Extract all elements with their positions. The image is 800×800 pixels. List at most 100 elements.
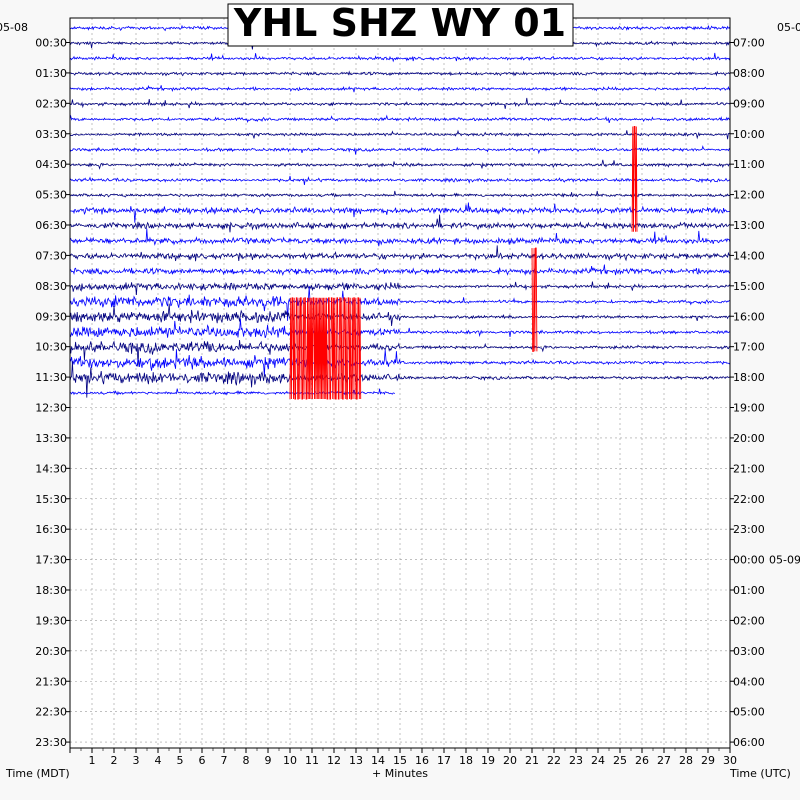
seismic-trace bbox=[69, 145, 731, 155]
right-tick-label: 06:00 bbox=[733, 736, 765, 749]
left-tick-label: 00:30 bbox=[35, 37, 67, 50]
x-tick-label: 17 bbox=[437, 754, 451, 767]
seismic-trace bbox=[69, 129, 731, 140]
right-date-label-mid: 05-09 bbox=[769, 554, 800, 567]
x-tick-label: 22 bbox=[547, 754, 561, 767]
x-axis-ticks: 1 2 3 4 5 6 7 8 9 10 11 12 13 14 15 16 17 18 19 20 21 22 23 24 2… bbox=[69, 748, 737, 767]
left-tick-label: 15:30 bbox=[35, 493, 67, 506]
seismic-trace bbox=[69, 84, 731, 93]
clipped-signal bbox=[289, 297, 362, 400]
right-tick-label: 15:00 bbox=[733, 280, 765, 293]
seismic-trace bbox=[69, 52, 731, 63]
seismic-trace bbox=[69, 97, 731, 109]
x-tick-label: 14 bbox=[371, 754, 385, 767]
seismic-trace bbox=[69, 318, 731, 339]
seismic-trace bbox=[69, 361, 731, 398]
left-tick-label: 01:30 bbox=[35, 67, 67, 80]
clipped-signal bbox=[531, 247, 538, 352]
x-tick-label: 26 bbox=[635, 754, 649, 767]
right-tick-label: 00:00 bbox=[733, 554, 765, 567]
x-tick-label: 10 bbox=[283, 754, 297, 767]
x-tick-label: 30 bbox=[723, 754, 737, 767]
left-axis-ticks: 00:30 01:30 02:30 03:30 04:30 05:30 06:30 07:30… bbox=[35, 37, 70, 749]
left-tick-label: 18:30 bbox=[35, 584, 67, 597]
x-tick-label: 20 bbox=[503, 754, 517, 767]
right-tick-label: 09:00 bbox=[733, 97, 765, 110]
seismic-trace bbox=[69, 281, 731, 296]
seismic-trace bbox=[69, 245, 731, 262]
left-tick-label: 22:30 bbox=[35, 706, 67, 719]
right-tick-label: 01:00 bbox=[733, 584, 765, 597]
seismic-trace bbox=[69, 175, 731, 186]
left-tick-label: 07:30 bbox=[35, 249, 67, 262]
right-tick-label: 19:00 bbox=[733, 402, 765, 415]
left-tick-label: 23:30 bbox=[35, 736, 67, 749]
left-tick-label: 20:30 bbox=[35, 645, 67, 658]
seismic-trace bbox=[69, 114, 731, 124]
x-tick-label: 15 bbox=[393, 754, 407, 767]
seismic-trace bbox=[69, 339, 731, 367]
x-tick-label: 1 bbox=[89, 754, 96, 767]
right-tick-label: 10:00 bbox=[733, 128, 765, 141]
x-tick-label: 16 bbox=[415, 754, 429, 767]
x-tick-label: 24 bbox=[591, 754, 605, 767]
right-tick-label: 17:00 bbox=[733, 341, 765, 354]
chart-title: YHL SHZ WY 01 bbox=[233, 1, 566, 45]
left-tick-label: 05:30 bbox=[35, 189, 67, 202]
left-tick-label: 14:30 bbox=[35, 462, 67, 475]
x-tick-label: 19 bbox=[481, 754, 495, 767]
seismic-traces bbox=[69, 22, 731, 400]
right-tick-label: 16:00 bbox=[733, 310, 765, 323]
x-tick-label: 11 bbox=[305, 754, 319, 767]
right-axis-ticks: 07:00 08:00 09:00 10:00 11:00 12:00 13:00 14:00… bbox=[730, 37, 800, 749]
left-tick-label: 21:30 bbox=[35, 675, 67, 688]
seismic-trace bbox=[69, 349, 731, 377]
left-tick-label: 06:30 bbox=[35, 219, 67, 232]
clipped-signal bbox=[631, 126, 638, 232]
seismic-trace bbox=[69, 190, 731, 198]
x-tick-label: 6 bbox=[199, 754, 206, 767]
left-axis-title: Time (MDT) bbox=[5, 767, 70, 780]
seismic-trace bbox=[69, 214, 731, 233]
left-date-label: 05-08 bbox=[0, 21, 28, 34]
right-tick-label: 05:00 bbox=[733, 706, 765, 719]
left-tick-label: 09:30 bbox=[35, 310, 67, 323]
x-tick-label: 13 bbox=[349, 754, 363, 767]
right-tick-label: 14:00 bbox=[733, 249, 765, 262]
left-tick-label: 13:30 bbox=[35, 432, 67, 445]
right-tick-label: 02:00 bbox=[733, 614, 765, 627]
right-tick-label: 13:00 bbox=[733, 219, 765, 232]
seismic-trace bbox=[69, 264, 731, 276]
x-tick-label: 3 bbox=[133, 754, 140, 767]
x-tick-label: 21 bbox=[525, 754, 539, 767]
x-tick-label: 28 bbox=[679, 754, 693, 767]
left-tick-label: 17:30 bbox=[35, 554, 67, 567]
right-tick-label: 03:00 bbox=[733, 645, 765, 658]
left-tick-label: 10:30 bbox=[35, 341, 67, 354]
right-tick-label: 21:00 bbox=[733, 462, 765, 475]
x-tick-label: 25 bbox=[613, 754, 627, 767]
left-tick-label: 11:30 bbox=[35, 371, 67, 384]
seismic-trace bbox=[69, 202, 731, 223]
seismic-trace bbox=[69, 159, 731, 170]
x-tick-label: 2 bbox=[111, 754, 118, 767]
x-tick-label: 27 bbox=[657, 754, 671, 767]
x-tick-label: 18 bbox=[459, 754, 473, 767]
x-tick-label: 8 bbox=[243, 754, 250, 767]
right-tick-label: 08:00 bbox=[733, 67, 765, 80]
right-tick-label: 11:00 bbox=[733, 158, 765, 171]
x-tick-label: 4 bbox=[155, 754, 162, 767]
x-tick-label: 23 bbox=[569, 754, 583, 767]
x-tick-label: 12 bbox=[327, 754, 341, 767]
left-tick-label: 19:30 bbox=[35, 614, 67, 627]
right-tick-label: 22:00 bbox=[733, 493, 765, 506]
right-axis-title: Time (UTC) bbox=[729, 767, 791, 780]
left-tick-label: 03:30 bbox=[35, 128, 67, 141]
x-tick-label: 29 bbox=[701, 754, 715, 767]
left-tick-label: 04:30 bbox=[35, 158, 67, 171]
seismic-trace bbox=[69, 303, 731, 327]
x-tick-label: 9 bbox=[265, 754, 272, 767]
right-tick-label: 07:00 bbox=[733, 37, 765, 50]
right-tick-label: 20:00 bbox=[733, 432, 765, 445]
